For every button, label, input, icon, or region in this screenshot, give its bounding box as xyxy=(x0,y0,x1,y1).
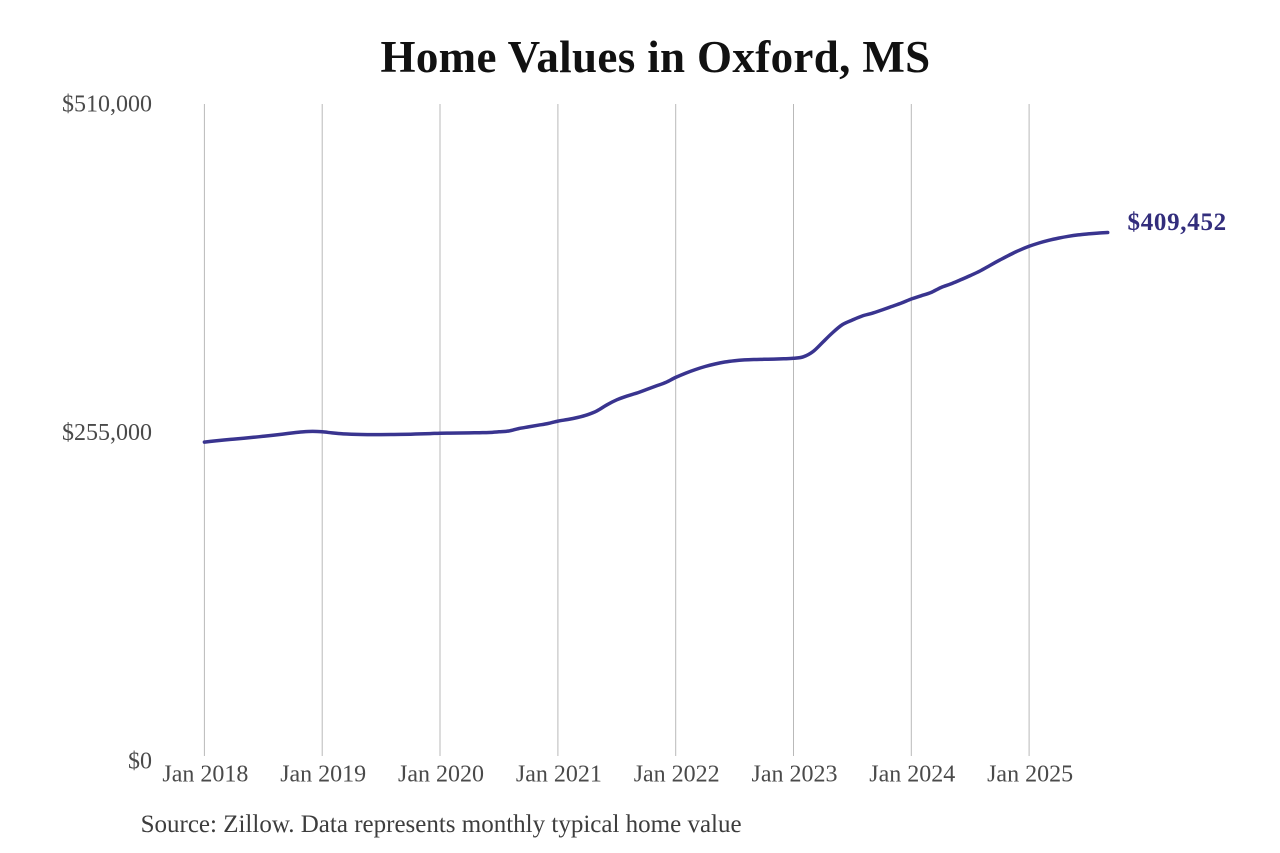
svg-text:Jan 2018: Jan 2018 xyxy=(162,762,248,788)
svg-text:$255,000: $255,000 xyxy=(62,420,152,446)
svg-text:Source: Zillow. Data represent: Source: Zillow. Data represents monthly … xyxy=(141,811,742,838)
svg-text:$409,452: $409,452 xyxy=(1128,209,1227,236)
svg-text:Jan 2019: Jan 2019 xyxy=(280,762,366,788)
svg-text:Home Values in Oxford, MS: Home Values in Oxford, MS xyxy=(380,32,930,82)
svg-text:Jan 2020: Jan 2020 xyxy=(398,762,484,788)
svg-text:Jan 2024: Jan 2024 xyxy=(869,762,955,788)
svg-text:Jan 2021: Jan 2021 xyxy=(516,762,602,788)
svg-text:$510,000: $510,000 xyxy=(62,92,152,118)
svg-text:Jan 2022: Jan 2022 xyxy=(634,762,720,788)
svg-text:Jan 2023: Jan 2023 xyxy=(752,762,838,788)
svg-text:Jan 2025: Jan 2025 xyxy=(987,762,1073,788)
svg-text:$0: $0 xyxy=(128,749,152,775)
